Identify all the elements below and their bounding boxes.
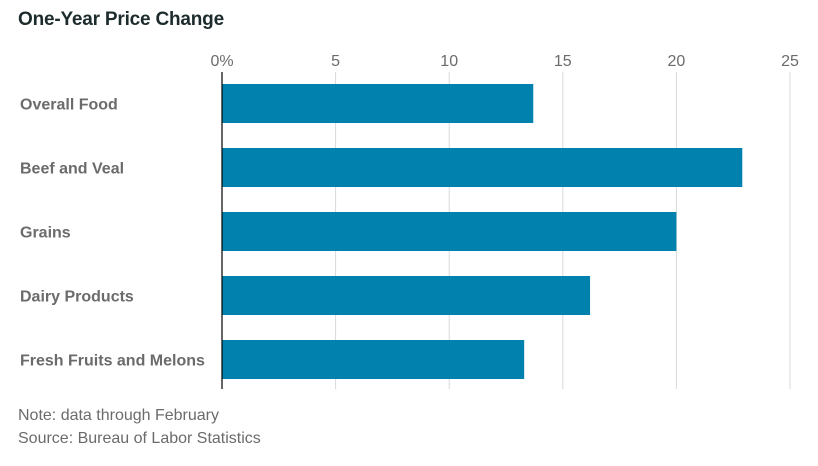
bar xyxy=(222,212,677,251)
x-tick-label: 25 xyxy=(781,53,799,70)
category-label: Overall Food xyxy=(20,97,118,114)
chart-note: Note: data through February xyxy=(18,407,220,424)
x-tick-label: 0% xyxy=(210,53,233,70)
category-label: Grains xyxy=(20,225,71,242)
bar xyxy=(222,148,743,187)
x-tick-label: 20 xyxy=(668,53,686,70)
bar xyxy=(222,276,591,315)
category-label: Beef and Veal xyxy=(20,161,124,178)
bar xyxy=(222,84,534,123)
x-tick-label: 15 xyxy=(554,53,572,70)
chart-title: One-Year Price Change xyxy=(18,9,224,30)
chart-source: Source: Bureau of Labor Statistics xyxy=(18,430,261,447)
x-tick-label: 5 xyxy=(331,53,340,70)
x-tick-label: 10 xyxy=(440,53,458,70)
category-label: Dairy Products xyxy=(20,289,134,306)
category-label: Fresh Fruits and Melons xyxy=(20,353,205,370)
bar xyxy=(222,340,525,379)
